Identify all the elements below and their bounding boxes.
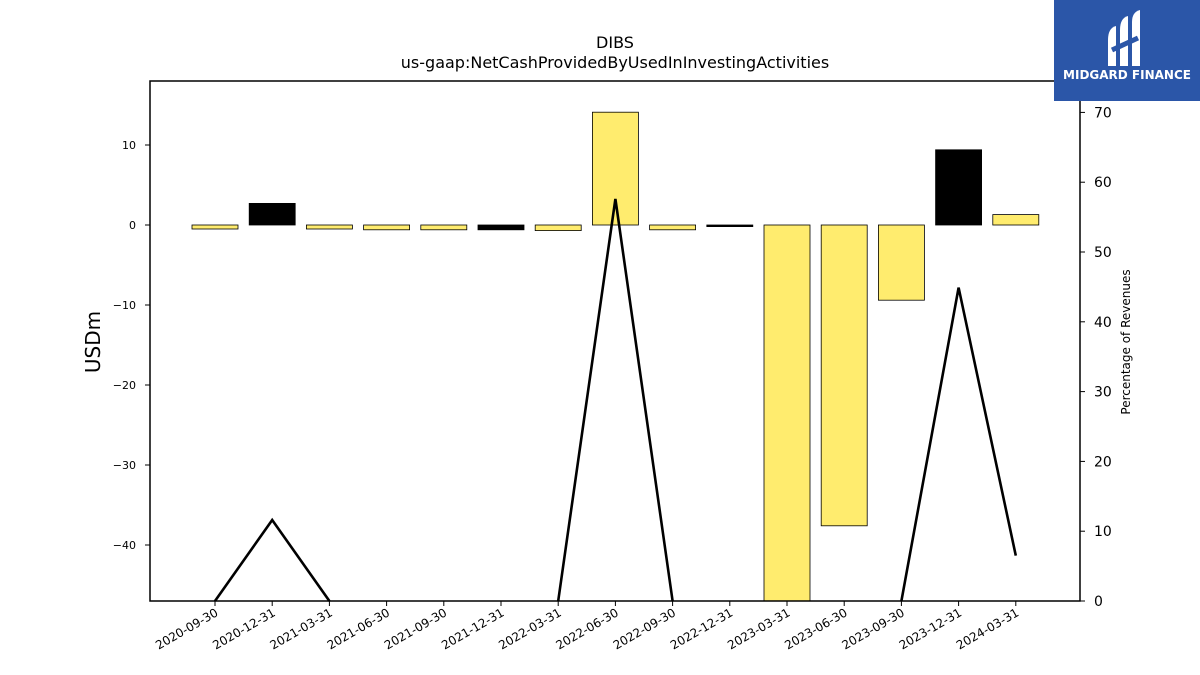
x-tick-label: 2024-03-31 [954,605,1021,652]
bar [820,224,868,527]
y2-tick-label: 0 [1094,594,1103,610]
x-tick-label: 2020-12-31 [210,605,277,652]
x-tick-label: 2023-12-31 [897,605,964,652]
y-tick-label: 10 [122,139,136,152]
bar [534,224,582,231]
bar [191,224,239,230]
y2-tick-label: 10 [1094,524,1112,540]
y-tick-label: −20 [113,379,136,392]
y-tick-label: −10 [113,299,136,312]
bar [763,224,811,602]
chart-title: DIBS [596,33,634,52]
bar [305,224,353,230]
y-tick-label: −40 [113,539,136,552]
x-tick-label: 2022-03-31 [496,605,563,652]
x-tick-label: 2020-09-30 [153,605,220,652]
percentage-line [213,517,331,602]
y2-tick-label: 40 [1094,315,1112,331]
y2-tick-label: 50 [1094,245,1112,261]
y-tick-label: −30 [113,459,136,472]
x-tick-label: 2021-03-31 [267,605,334,652]
chart-subtitle: us-gaap:NetCashProvidedByUsedInInvesting… [401,53,829,72]
bar [878,224,925,301]
bar [935,149,982,226]
bar [706,224,754,228]
percentage-line-series [213,198,1018,602]
x-tick-label: 2021-12-31 [439,605,506,652]
x-tick-label: 2021-09-30 [382,605,449,652]
bar [248,202,296,226]
bar [992,214,1040,226]
y2-tick-label: 30 [1094,385,1112,401]
bar [477,224,525,231]
percentage-line [900,287,1018,602]
y2-tick-label: 20 [1094,454,1112,470]
x-tick-label: 2022-06-30 [553,605,620,652]
x-tick-label: 2021-06-30 [325,605,392,652]
percentage-line [556,198,674,602]
x-tick-label: 2022-12-31 [668,605,735,652]
x-tick-label: 2023-09-30 [839,605,906,652]
bar [420,224,468,231]
x-tick-label: 2022-09-30 [611,605,678,652]
y-tick-label: 0 [129,219,136,232]
logo-mark-icon [1108,10,1140,66]
midgard-finance-logo: MIDGARD FINANCE [1054,0,1200,101]
bar [363,224,411,231]
y2-axis-label: Percentage of Revenues [1119,269,1133,414]
x-tick-label: 2023-06-30 [782,605,849,652]
y-axis-label: USDm [81,311,105,373]
bar-series [191,111,1040,602]
logo-text: MIDGARD FINANCE [1063,68,1191,82]
bar [649,224,696,231]
y2-tick-label: 60 [1094,175,1112,191]
x-tick-label: 2023-03-31 [725,605,792,652]
y2-tick-label: 70 [1094,105,1112,121]
